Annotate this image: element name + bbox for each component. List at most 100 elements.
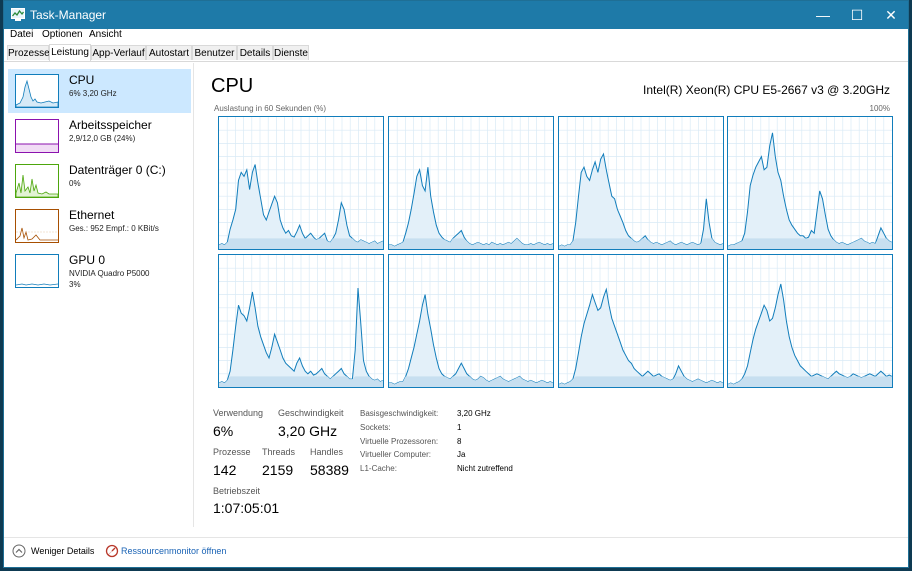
threads-value: 2159 [262, 462, 294, 478]
cpu-core-graph [558, 116, 724, 250]
usage-value: 6% [213, 423, 234, 439]
ethernet-thumbnail [15, 209, 59, 243]
sidebar-item-label: CPU [69, 73, 95, 87]
menu-bar: Datei Optionen Ansicht [4, 29, 908, 43]
fewer-details-link[interactable]: Weniger Details [31, 546, 95, 556]
processes-label: Prozesse [213, 447, 251, 457]
window-title: Task-Manager [30, 8, 107, 22]
cpu-core-chart [389, 255, 553, 387]
gpu-thumbnail [15, 254, 59, 288]
sidebar-item-label: Datenträger 0 (C:) [69, 163, 166, 177]
resource-monitor-icon [105, 544, 119, 558]
cpu-core-graph [388, 254, 554, 388]
speed-label: Geschwindigkeit [278, 408, 344, 418]
tab-benutzer[interactable]: Benutzer [192, 45, 237, 60]
kernel-area [219, 376, 383, 387]
sidebar-item-arbeitsspeicher[interactable]: Arbeitsspeicher 2,9/12,0 GB (24%) [8, 114, 191, 158]
tab-leistung[interactable]: Leistung [49, 44, 91, 61]
threads-label: Threads [262, 447, 296, 457]
tab-prozesse[interactable]: Prozesse [7, 45, 50, 60]
info-value: 1 [457, 423, 462, 432]
info-value: 8 [457, 437, 462, 446]
sidebar-item-sub: NVIDIA Quadro P5000 [69, 269, 150, 278]
sidebar-item-label: Arbeitsspeicher [69, 118, 152, 132]
cpu-core-graph [558, 254, 724, 388]
kernel-area [559, 238, 723, 249]
info-label: Basisgeschwindigkeit: [360, 409, 439, 418]
usage-label: Verwendung [213, 408, 264, 418]
cpu-core-chart [728, 255, 892, 387]
usage-area [559, 289, 723, 387]
sidebar-item-sub2: 3% [69, 280, 81, 289]
cpu-core-graph [218, 254, 384, 388]
usage-area [559, 154, 723, 249]
minimize-button[interactable]: — [816, 7, 830, 23]
kernel-area [559, 376, 723, 387]
cpu-detail-panel: CPU Intel(R) Xeon(R) CPU E5-2667 v3 @ 3.… [194, 63, 908, 527]
task-manager-icon [11, 8, 25, 21]
sidebar-item-label: Ethernet [69, 208, 115, 222]
usage-area [728, 284, 892, 387]
cpu-core-chart [728, 117, 892, 249]
info-label: Virtuelle Prozessoren: [360, 437, 439, 446]
resource-monitor-link[interactable]: Ressourcenmonitor öffnen [121, 546, 227, 556]
usage-area [389, 167, 553, 249]
tab-bar: Prozesse Leistung App-Verlauf Autostart … [4, 44, 908, 62]
kernel-area [389, 376, 553, 387]
sidebar-item-sub: Ges.: 952 Empf.: 0 KBit/s [69, 224, 159, 233]
cpu-core-chart [559, 255, 723, 387]
processes-value: 142 [213, 462, 237, 478]
cpu-core-chart [559, 117, 723, 249]
sidebar-item-datentraeger[interactable]: Datenträger 0 (C:) 0% [8, 159, 191, 203]
tab-dienste[interactable]: Dienste [273, 45, 309, 60]
info-value: 3,20 GHz [457, 409, 491, 418]
chevron-up-icon[interactable] [12, 544, 26, 558]
info-label: Sockets: [360, 423, 391, 432]
cpu-core-chart [389, 117, 553, 249]
sidebar-item-ethernet[interactable]: Ethernet Ges.: 952 Empf.: 0 KBit/s [8, 204, 191, 248]
info-label: L1-Cache: [360, 464, 397, 473]
sidebar-item-sub: 6% 3,20 GHz [69, 89, 117, 98]
footer-bar: Weniger Details Ressourcenmonitor öffnen [4, 537, 908, 566]
cpu-core-chart [219, 117, 383, 249]
sidebar-item-cpu[interactable]: CPU 6% 3,20 GHz [8, 69, 191, 113]
usage-line [559, 287, 723, 385]
close-button[interactable]: ✕ [885, 7, 897, 23]
menu-datei[interactable]: Datei [10, 29, 34, 40]
cpu-core-graph [388, 116, 554, 250]
title-bar[interactable]: Task-Manager — ☐ ✕ [4, 1, 908, 29]
kernel-area [728, 238, 892, 249]
sidebar: CPU 6% 3,20 GHz Arbeitsspeicher 2,9/12,0… [4, 63, 194, 527]
cpu-thumbnail [15, 74, 59, 108]
handles-value: 58389 [310, 462, 349, 478]
processor-name: Intel(R) Xeon(R) CPU E5-2667 v3 @ 3.20GH… [643, 83, 890, 97]
task-manager-window: Task-Manager — ☐ ✕ Datei Optionen Ansich… [3, 0, 909, 568]
page-title: CPU [211, 75, 254, 97]
sidebar-item-sub: 2,9/12,0 GB (24%) [69, 134, 136, 143]
sidebar-item-sub: 0% [69, 179, 81, 188]
cpu-core-chart [219, 255, 383, 387]
usage-area [389, 294, 553, 387]
graph-caption: Auslastung in 60 Sekunden (%) [214, 104, 327, 113]
uptime-label: Betriebszeit [213, 486, 261, 496]
uptime-value: 1:07:05:01 [213, 500, 280, 516]
sidebar-item-gpu[interactable]: GPU 0 NVIDIA Quadro P5000 3% [8, 249, 191, 293]
info-value: Ja [457, 450, 466, 459]
disk-thumbnail [15, 164, 59, 198]
info-value: Nicht zutreffend [457, 464, 513, 473]
menu-optionen[interactable]: Optionen [42, 29, 83, 40]
graph-max-label: 100% [869, 104, 890, 113]
menu-ansicht[interactable]: Ansicht [89, 29, 122, 40]
kernel-area [219, 238, 383, 249]
kernel-area [728, 376, 892, 387]
cpu-core-graph [727, 254, 893, 388]
tab-details[interactable]: Details [237, 45, 273, 60]
usage-area [219, 288, 383, 387]
speed-value: 3,20 GHz [278, 423, 338, 439]
usage-line [219, 287, 383, 384]
sidebar-item-label: GPU 0 [69, 253, 106, 267]
tab-autostart[interactable]: Autostart [146, 45, 192, 60]
maximize-button[interactable]: ☐ [850, 7, 864, 23]
usage-line [728, 283, 892, 385]
tab-app-verlauf[interactable]: App-Verlauf [91, 45, 146, 60]
